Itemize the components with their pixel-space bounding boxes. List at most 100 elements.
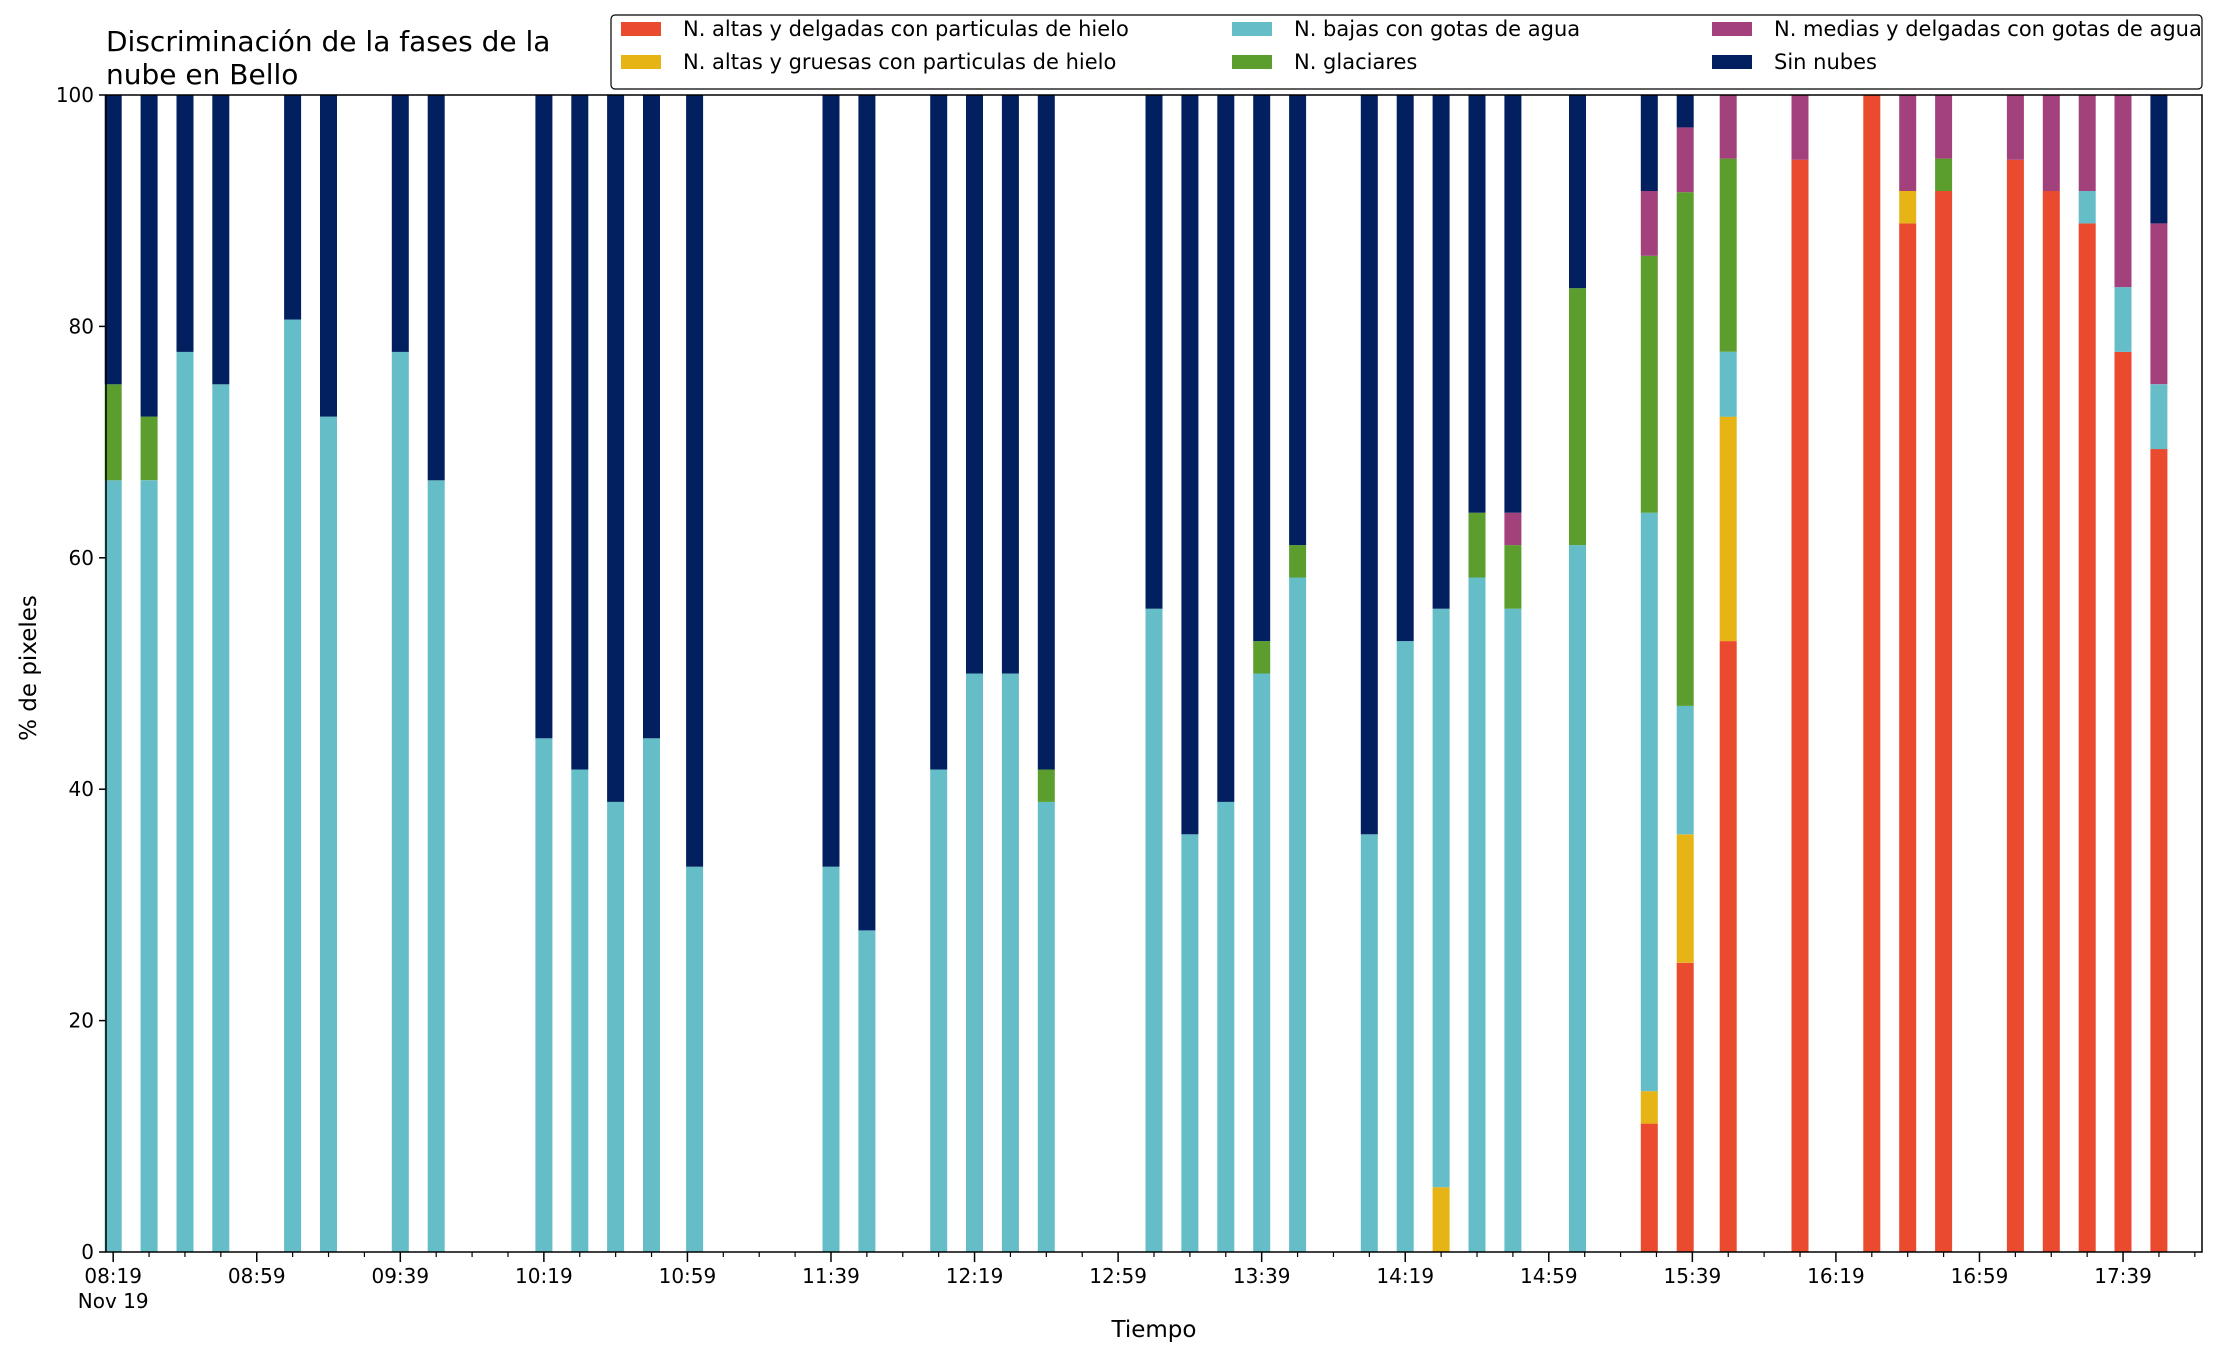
x-axis-label: Tiempo [1111,1317,1197,1343]
bar-segment-17:09-s0 [2006,159,2024,1252]
bar-segment-08:39-s5 [176,95,194,352]
bar-segment-15:37-s2 [1676,705,1694,835]
bar-segment-17:49-s0 [2150,449,2168,1252]
bar-segment-17:29-s0 [2078,223,2096,1252]
bar-segment-16:09-s4 [1791,95,1809,160]
bar-segment-17:49-s2 [2150,384,2168,450]
plot-frame [105,94,2203,1253]
bar-segment-08:19-s3 [104,384,122,481]
y-tick-label-0: 0 [81,1240,94,1264]
bar-segment-10:19-s5 [535,95,553,739]
bar-segment-09:39-s2 [391,351,409,1252]
bar-segment-13:39-s3 [1253,641,1271,674]
bar-segment-09:49-s5 [427,95,445,481]
legend-swatch-2 [1232,22,1272,36]
bar-segment-15:27-s4 [1640,191,1658,256]
bar-segment-09:19-s2 [320,416,337,1253]
legend-swatch-4 [1712,22,1752,36]
bar-segment-15:49-s1 [1719,416,1737,642]
bar-segment-14:29-s2 [1432,608,1450,1188]
bar-segment-12:19-s2 [966,673,983,1252]
x-tick-sublabel: Nov 19 [78,1289,149,1313]
bar-segment-13:29-s5 [1217,95,1235,802]
x-tick-label-15:39: 15:39 [1664,1264,1722,1288]
bar-segment-15:07-s2 [1569,545,1586,1252]
bar-segment-11:49-s5 [858,95,876,931]
bar-segment-15:37-s4 [1676,127,1694,193]
y-tick-label-40: 40 [69,777,94,801]
bar-segment-14:39-s3 [1468,512,1486,578]
y-axis-label: % de pixeles [16,595,42,741]
bar-segment-12:39-s2 [1037,801,1055,1252]
bar-segment-14:49-s3 [1504,545,1522,609]
bar-segment-13:49-s2 [1289,577,1307,1252]
bar-segment-11:01-s5 [686,95,704,867]
x-tick-label-10:59: 10:59 [659,1264,717,1288]
x-tick-label-12:59: 12:59 [1089,1264,1147,1288]
bar-segment-15:49-s4 [1719,95,1737,159]
legend-swatch-3 [1232,55,1272,69]
y-tick-label-80: 80 [69,314,94,338]
bar-segment-09:09-s2 [284,319,302,1252]
bar-segment-10:39-s5 [607,95,625,802]
y-axis: 0 20 40 60 80 100 [56,83,106,1264]
bar-segment-13:49-s5 [1289,95,1307,546]
bar-segment-17:29-s2 [2078,191,2096,224]
bar-segment-08:19-s5 [104,95,122,385]
legend-box [610,14,2203,90]
legend-label-3: N. glaciares [1294,50,1417,74]
x-tick-label-08:59: 08:59 [228,1264,286,1288]
bar-segment-15:37-s0 [1676,962,1694,1253]
bar-segment-13:29-s2 [1217,801,1235,1252]
bar-segment-13:09-s2 [1145,608,1163,1252]
bar-segment-15:07-s3 [1569,288,1586,546]
x-tick-label-14:19: 14:19 [1376,1264,1434,1288]
legend-label-4: N. medias y delgadas con gotas de agua [1774,17,2202,41]
bar-segment-14:49-s5 [1504,95,1522,513]
bar-segment-09:19-s5 [320,95,337,417]
bar-segment-16:39-s1 [1899,191,1917,224]
bar-segment-14:19-s2 [1396,641,1414,1252]
bar-segment-14:29-s5 [1432,95,1450,609]
x-tick-label-08:19: 08:19 [84,1264,142,1288]
bar-segment-15:37-s1 [1676,834,1694,963]
bar-segment-15:49-s2 [1719,351,1737,417]
bar-segment-17:19-s4 [2042,95,2060,191]
bar-segment-16:49-s0 [1935,191,1953,1252]
bar-segment-08:29-s5 [140,95,158,417]
y-tick-label-60: 60 [69,546,94,570]
bar-segment-15:27-s1 [1640,1091,1658,1124]
bar-segment-08:29-s3 [140,416,158,481]
bar-segment-09:39-s5 [391,95,409,352]
bar-segment-17:19-s0 [2042,191,2060,1252]
bar-segment-16:39-s4 [1899,95,1917,191]
bar-segment-17:39-s0 [2114,351,2132,1252]
y-tick-label-100: 100 [56,83,94,107]
bar-segment-13:19-s2 [1181,834,1199,1252]
bar-segment-17:49-s4 [2150,223,2168,385]
bar-segment-11:01-s2 [686,866,704,1252]
legend-label-0: N. altas y delgadas con particulas de hi… [683,17,1129,41]
bar-segment-15:07-s5 [1569,95,1586,289]
bar-segment-10:29-s5 [571,95,589,770]
x-tick-label-11:39: 11:39 [802,1264,860,1288]
legend-swatch-0 [621,22,661,36]
y-tick-label-20: 20 [69,1009,94,1033]
bar-segment-13:39-s5 [1253,95,1271,642]
bar-segment-11:39-s2 [822,866,840,1252]
x-tick-label-09:39: 09:39 [371,1264,429,1288]
bar-segment-12:19-s5 [966,95,983,674]
bar-segment-16:09-s0 [1791,159,1809,1252]
bar-segment-13:19-s5 [1181,95,1199,835]
bar-segment-16:49-s4 [1935,95,1953,159]
bar-segment-13:09-s5 [1145,95,1163,609]
bar-segment-15:27-s5 [1640,95,1658,191]
bar-segment-17:29-s4 [2078,95,2096,191]
bar-segment-12:29-s5 [1001,95,1019,674]
bar-segment-13:49-s3 [1289,545,1307,578]
bar-segment-08:39-s2 [176,351,194,1252]
bar-segment-10:19-s2 [535,738,553,1252]
bar-segment-14:29-s1 [1432,1187,1450,1252]
bar-segment-08:49-s5 [212,95,230,385]
